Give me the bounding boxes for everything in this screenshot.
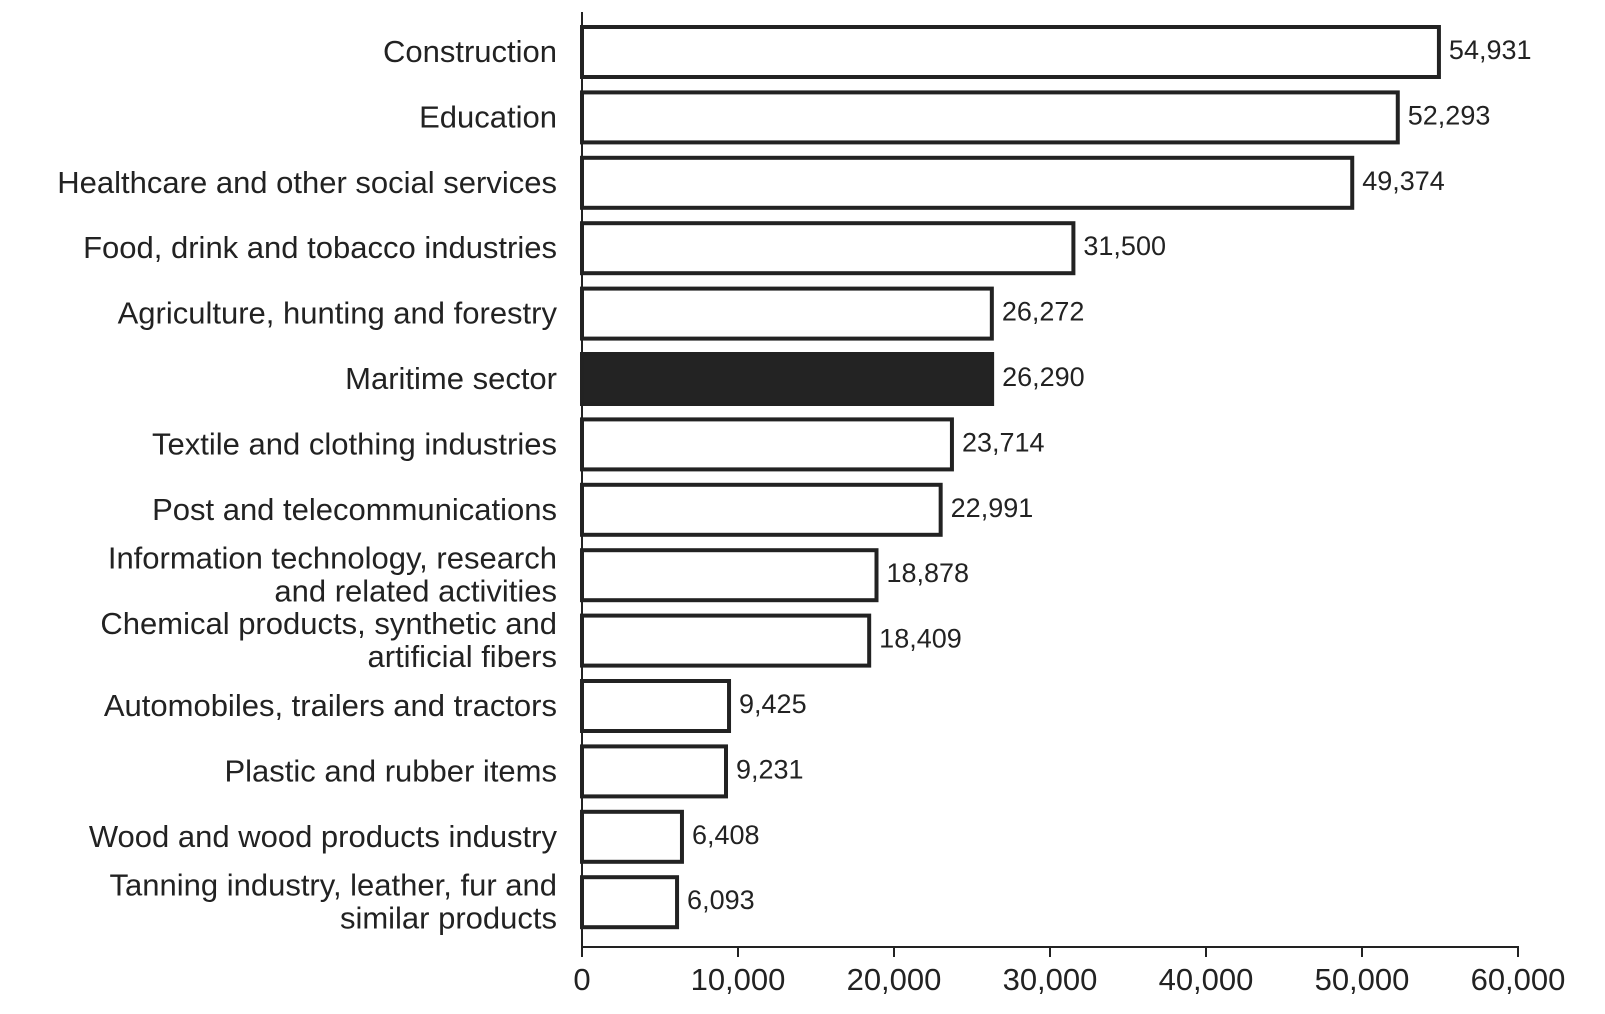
bar: [580, 679, 732, 733]
category-label-line: Post and telecommunications: [152, 492, 557, 527]
bar: [580, 155, 1355, 210]
bar: [580, 482, 943, 537]
category-label: Tanning industry, leather, fur and simila…: [110, 868, 558, 936]
category-label-line: Maritime sector: [345, 361, 557, 396]
category-label-line: Education: [419, 99, 557, 134]
value-label: 23,714: [962, 427, 1045, 457]
category-label: Information technology, research and rela…: [108, 541, 557, 609]
category-label-line: Healthcare and other social services: [57, 165, 557, 200]
value-label: 18,409: [879, 624, 962, 654]
value-label: 6,408: [692, 820, 760, 850]
bar: [580, 613, 872, 668]
x-tick-label: 40,000: [1159, 962, 1254, 997]
value-label: 22,991: [951, 493, 1034, 523]
x-tick-label: 50,000: [1315, 962, 1410, 997]
category-label-line: Automobiles, trailers and tractors: [104, 688, 557, 723]
category-label-line: Chemical products, synthetic and: [100, 606, 557, 641]
category-label-line: artificial fibers: [368, 639, 558, 674]
category-label: Education: [419, 99, 557, 134]
category-label-line: Plastic and rubber items: [224, 753, 557, 788]
value-labels-layer: 54,931 52,293 49,374 31,500 26,272 26,290 23,7…: [687, 35, 1531, 915]
bars-layer: [580, 25, 1441, 930]
x-tick-label: 30,000: [1003, 962, 1098, 997]
category-label-line: Textile and clothing industries: [152, 426, 557, 461]
value-label: 9,231: [736, 754, 804, 784]
bar: [580, 221, 1076, 276]
bar: [580, 286, 994, 341]
category-labels-layer: Construction Education Healthcare and othe…: [57, 34, 557, 936]
category-label-line: similar products: [340, 901, 557, 936]
value-label: 9,425: [739, 689, 807, 719]
category-label: Textile and clothing industries: [152, 426, 557, 461]
category-label: Healthcare and other social services: [57, 165, 557, 200]
bar: [580, 25, 1441, 79]
category-label-line: Construction: [383, 34, 557, 69]
bar: [580, 809, 684, 864]
x-tick-label: 60,000: [1471, 962, 1566, 997]
category-label: Automobiles, trailers and tractors: [104, 688, 557, 723]
bar: [580, 744, 729, 799]
category-label: Food, drink and tobacco industries: [83, 230, 557, 265]
category-label-line: Food, drink and tobacco industries: [83, 230, 557, 265]
value-label: 26,290: [1002, 362, 1085, 392]
value-label: 6,093: [687, 885, 755, 915]
value-label: 52,293: [1408, 100, 1491, 130]
value-label: 26,272: [1002, 297, 1085, 327]
category-label-line: Agriculture, hunting and forestry: [118, 296, 558, 331]
bar: [580, 417, 954, 472]
bar: [580, 875, 680, 930]
value-label: 49,374: [1362, 166, 1445, 196]
category-label-line: Tanning industry, leather, fur and: [110, 868, 558, 903]
category-label: Agriculture, hunting and forestry: [118, 296, 558, 331]
bar: [580, 352, 995, 406]
bar: [580, 90, 1400, 145]
category-label: Chemical products, synthetic and artifici…: [100, 606, 557, 674]
category-label: Plastic and rubber items: [224, 753, 557, 788]
axes-layer: 0 10,000 20,000 30,000 40,000 50,000 60,000: [573, 12, 1565, 997]
x-tick-label: 20,000: [847, 962, 942, 997]
bar: [580, 548, 879, 603]
value-label: 31,500: [1083, 231, 1166, 261]
category-label: Post and telecommunications: [152, 492, 557, 527]
category-label: Construction: [383, 34, 557, 69]
category-label-line: Wood and wood products industry: [89, 819, 558, 854]
x-tick-label: 0: [573, 962, 590, 997]
x-tick-label: 10,000: [691, 962, 786, 997]
value-label: 18,878: [886, 558, 969, 588]
category-label-line: Information technology, research: [108, 541, 557, 576]
value-label: 54,931: [1449, 35, 1532, 65]
category-label-line: and related activities: [274, 574, 557, 609]
category-label: Maritime sector: [345, 361, 557, 396]
category-label: Wood and wood products industry: [89, 819, 558, 854]
